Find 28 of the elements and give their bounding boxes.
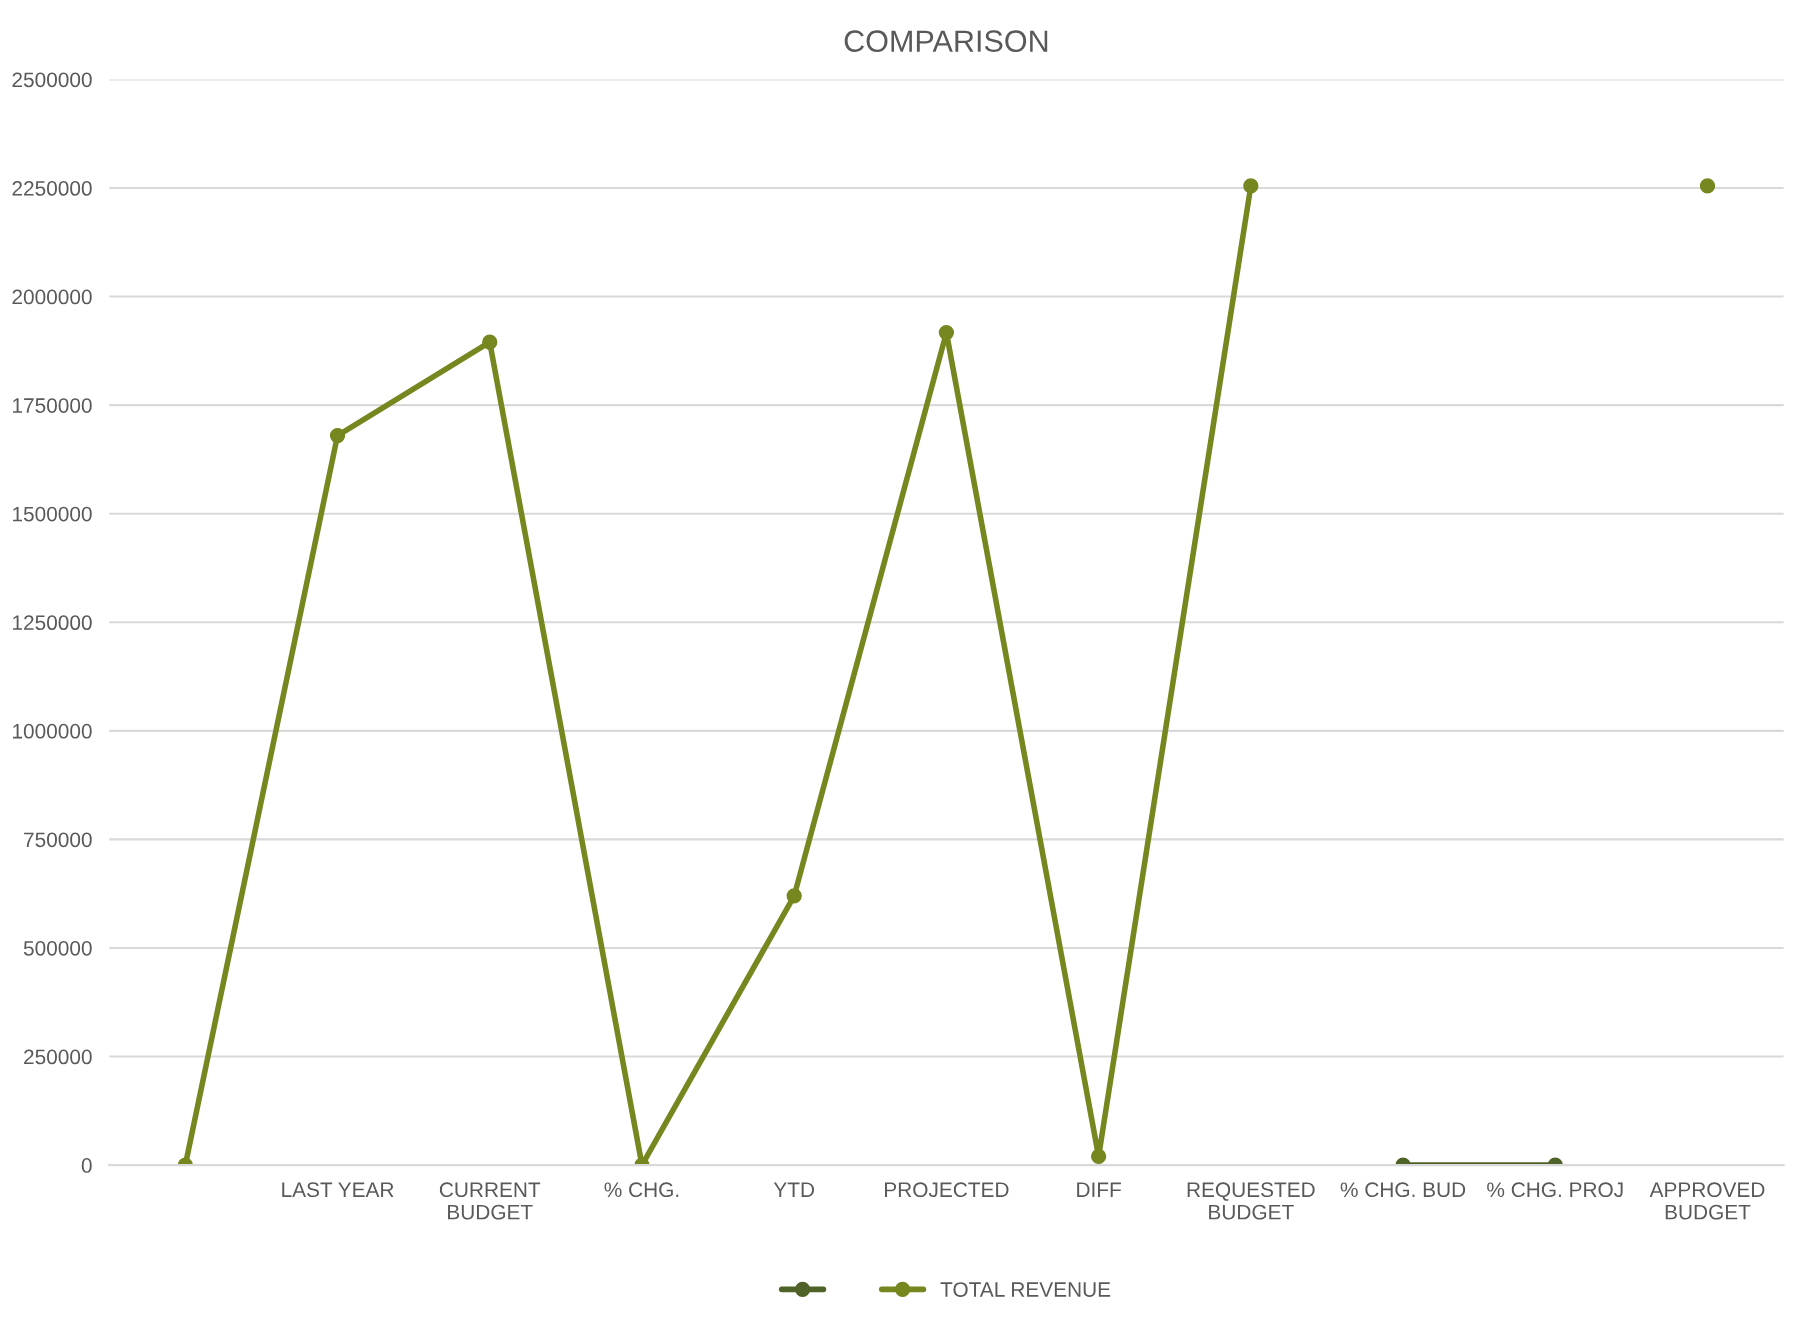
- y-tick-label: 1500000: [13, 506, 92, 522]
- x-tick-label: PROJECTED: [885, 1182, 1009, 1198]
- x-tick-label: REQUESTED BUDGET: [1187, 1182, 1315, 1220]
- y-tick-label: 2000000: [12, 289, 92, 305]
- x-tick-label: % CHG.: [604, 1182, 679, 1198]
- x-tick-label: APPROVED BUDGET: [1649, 1182, 1765, 1220]
- y-tick-label: 1000000: [13, 723, 92, 739]
- point: [329, 427, 346, 444]
- legend-label: TOTAL REVENUE: [940, 1282, 1111, 1297]
- y-tick-label: 750000: [24, 832, 92, 848]
- x-tick-label: LAST YEAR: [282, 1182, 394, 1198]
- point: [482, 334, 498, 350]
- y-tick-label: 250000: [24, 1049, 92, 1065]
- x-tick-label: % CHG. PROJ: [1487, 1182, 1623, 1198]
- y-tick-label: 0: [81, 1158, 92, 1173]
- point: [1243, 178, 1259, 194]
- y-tick-label: 2250000: [12, 181, 92, 196]
- y-tick-label: 500000: [23, 940, 92, 956]
- point: [1699, 178, 1716, 194]
- y-tick-label: 2500000: [12, 72, 92, 88]
- chart-title: COMPARISON: [844, 30, 1048, 52]
- point: [938, 324, 955, 341]
- y-tick-label: 1750000: [13, 398, 92, 413]
- x-tick-label: CURRENT BUDGET: [439, 1182, 541, 1220]
- y-tick-label: 1250000: [13, 615, 92, 631]
- x-tick-label: % CHG. BUD: [1340, 1182, 1466, 1198]
- x-tick-label: DIFF: [1077, 1182, 1121, 1197]
- x-tick-label: YTD: [773, 1182, 815, 1197]
